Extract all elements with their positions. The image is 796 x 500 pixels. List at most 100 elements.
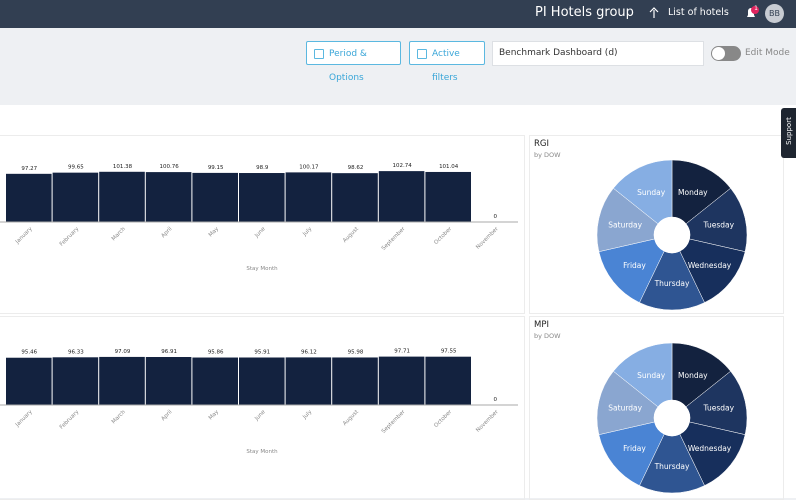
value-label: 95.86 [208, 350, 224, 356]
slice-label: Friday [623, 444, 646, 453]
slice-label: Wednesday [688, 444, 732, 453]
value-label: 99.65 [68, 165, 84, 171]
pie-slice [613, 342, 673, 408]
slice-label: Sunday [637, 188, 666, 197]
pie-slice [671, 342, 731, 408]
x-tick-label: July [301, 409, 313, 421]
slice-label: Monday [678, 371, 708, 380]
pie-slice [685, 370, 748, 435]
pie-slice [639, 433, 705, 494]
value-label: 101.04 [439, 164, 459, 170]
bar [192, 172, 238, 222]
x-tick-label: October [433, 226, 453, 246]
edit-toggle[interactable] [711, 46, 741, 61]
panel [529, 135, 784, 314]
slice-label: Saturday [608, 220, 642, 229]
x-tick-label: June [253, 226, 267, 240]
support-tab[interactable]: Support [781, 108, 796, 158]
panel-subtitle: by DOW [534, 151, 561, 159]
x-tick-label: January [14, 226, 34, 246]
bar [192, 357, 238, 405]
value-label: 98.62 [348, 165, 364, 171]
value-label: 99.15 [208, 165, 224, 171]
edit-mode-label: Edit Mode [745, 48, 790, 58]
value-label: 102.74 [392, 163, 412, 169]
value-label: 0 [494, 214, 498, 220]
value-label: 100.17 [299, 164, 319, 170]
value-label: 96.91 [161, 349, 177, 355]
bar [378, 356, 425, 405]
slice-label: Sunday [637, 371, 666, 380]
bell[interactable] [744, 5, 760, 21]
x-tick-label: October [433, 409, 453, 429]
pie-slice [596, 370, 659, 435]
bar [145, 357, 192, 405]
org-title: PI Hotels group [535, 5, 634, 20]
toggle-knob [712, 47, 725, 60]
pie-slice [596, 187, 659, 252]
x-tick-label: February [59, 226, 81, 248]
bar [145, 172, 192, 222]
x-tick-label: November [475, 409, 500, 434]
bar [239, 173, 285, 222]
panel-title: RGI [534, 139, 549, 149]
pie-slice [598, 421, 665, 486]
x-tick-label: July [301, 226, 313, 238]
value-label: 0 [494, 397, 498, 403]
hotels-menu[interactable]: List of hotels [668, 7, 729, 18]
value-label: 98.9 [256, 165, 269, 171]
avatar[interactable]: BB [765, 4, 784, 23]
value-label: 95.98 [348, 349, 364, 355]
x-tick-label: November [475, 226, 500, 251]
notification-count: 1 [754, 5, 758, 12]
x-tick-label: April [160, 409, 173, 422]
x-axis-title: Stay Month [246, 449, 278, 455]
slice-label: Monday [678, 188, 708, 197]
pie-slice [613, 159, 673, 225]
value-label: 100.76 [159, 164, 179, 170]
x-tick-label: August [342, 226, 360, 244]
slice-label: Thursday [654, 279, 690, 288]
pie-slice [671, 159, 731, 225]
value-label: 97.27 [21, 166, 37, 172]
bar [285, 172, 332, 222]
pie-slice [679, 421, 746, 486]
x-tick-label: August [342, 409, 360, 427]
slice-label: Tuesday [703, 403, 735, 412]
x-tick-label: April [160, 226, 173, 239]
value-label: 96.12 [301, 349, 317, 355]
panel-title: MPI [534, 320, 549, 330]
x-axis-title: Stay Month [246, 266, 278, 272]
bar [52, 172, 99, 222]
slice-label: Thursday [654, 462, 690, 471]
bar [6, 357, 52, 405]
bar [99, 356, 145, 405]
x-tick-label: May [208, 226, 221, 239]
bar [52, 357, 99, 405]
panel-subtitle: by DOW [534, 332, 561, 340]
bar [425, 356, 471, 405]
x-tick-label: March [111, 226, 127, 242]
dashboard-select[interactable]: Benchmark Dashboard (d) [492, 41, 704, 66]
hotel-icon [649, 7, 659, 18]
bar [378, 171, 425, 222]
x-tick-label: September [381, 226, 407, 252]
panel [0, 135, 525, 314]
period-button[interactable]: Period & Options [306, 41, 401, 83]
x-tick-label: January [14, 409, 34, 429]
value-label: 97.55 [441, 349, 457, 355]
bar [6, 173, 52, 222]
pie-slice [639, 250, 705, 311]
value-label: 95.91 [254, 350, 270, 356]
value-label: 101.38 [113, 164, 133, 170]
x-tick-label: March [111, 409, 127, 425]
header: PI Hotels group List of hotels 1 BB [0, 0, 796, 28]
x-tick-label: June [253, 409, 267, 423]
pie-slice [679, 238, 746, 303]
filters-button[interactable]: Active filters [409, 41, 485, 83]
bar [425, 171, 471, 222]
x-tick-label: February [59, 409, 81, 431]
bar [99, 171, 145, 222]
